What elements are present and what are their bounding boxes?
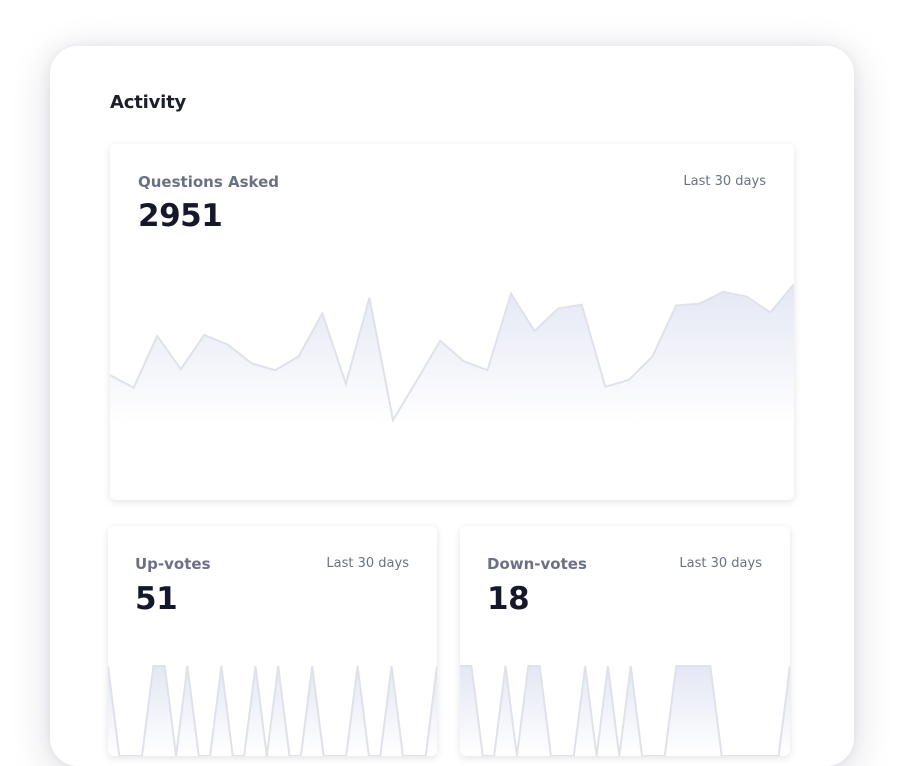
questions-asked-value: 2951 — [138, 198, 223, 234]
down-votes-label: Down-votes — [487, 555, 587, 573]
up-votes-period: Last 30 days — [326, 556, 409, 571]
down-votes-card: Down-votes Last 30 days 18 — [460, 526, 790, 756]
sparkline-area — [110, 284, 794, 424]
questions-asked-sparkline — [110, 283, 794, 424]
down-votes-period: Last 30 days — [679, 556, 762, 571]
up-votes-card: Up-votes Last 30 days 51 — [108, 526, 437, 756]
sparkline-line — [110, 283, 794, 423]
up-votes-sparkline — [108, 665, 437, 756]
up-votes-label: Up-votes — [135, 555, 211, 573]
down-votes-value: 18 — [487, 581, 530, 617]
down-votes-sparkline — [460, 665, 790, 756]
questions-asked-period: Last 30 days — [683, 174, 766, 189]
section-title: Activity — [110, 92, 187, 113]
questions-asked-card: Questions Asked Last 30 days 2951 — [110, 144, 794, 500]
questions-asked-label: Questions Asked — [138, 173, 279, 191]
up-votes-value: 51 — [135, 581, 178, 617]
